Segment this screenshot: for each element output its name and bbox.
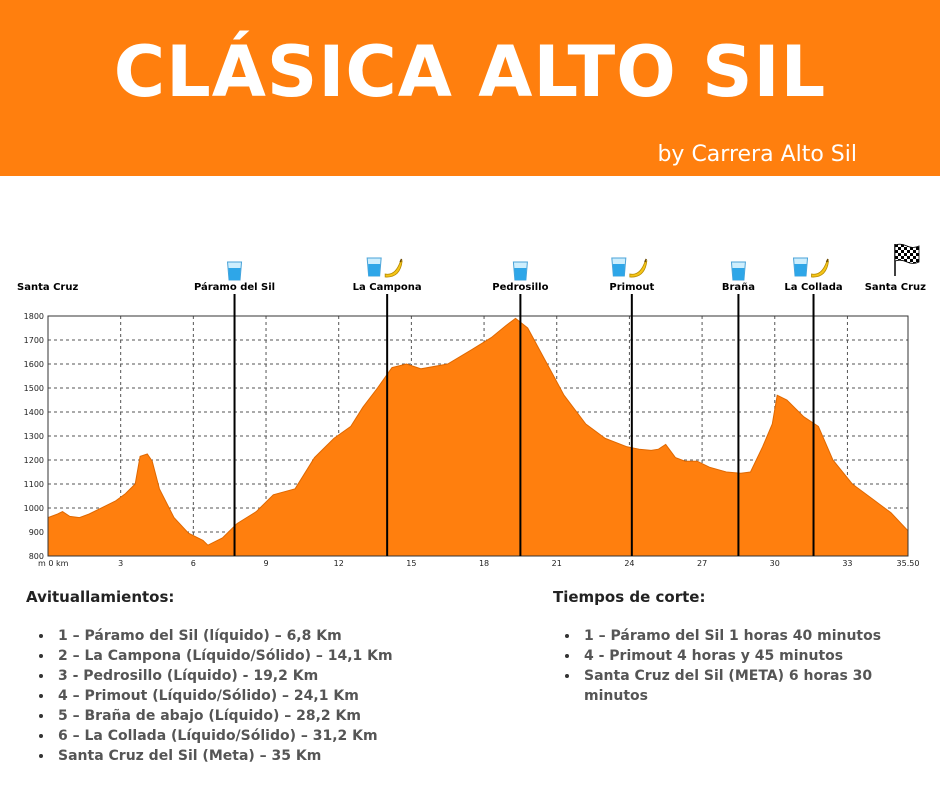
x-tick-label: 15 [406,559,416,568]
header-banner: CLÁSICA ALTO SIL by Carrera Alto Sil [0,0,940,176]
plot-frame [47,315,909,557]
cutoff-time-item: Santa Cruz del Sil (META) 6 horas 30 min… [580,666,910,706]
aid-station-label: Primout [609,282,654,293]
page-title: CLÁSICA ALTO SIL [113,31,827,113]
x-tick-label: 18 [479,559,489,568]
y-tick-label: 1600 [24,360,44,369]
aid-stations-title: Avituallamientos: [26,588,175,606]
banana-body [629,260,648,278]
water-glass-liquid [794,264,807,276]
water-glass-liquid [228,268,241,280]
banana-stem [399,258,403,263]
aid-station-label: Pedrosillo [492,282,548,293]
x-tick-label: 24 [624,559,634,568]
aid-station-item: 1 – Páramo del Sil (líquido) – 6,8 Km [54,626,514,646]
water-glass-icon [366,257,382,277]
x-tick-label: 33 [842,559,852,568]
y-tick-label: 1300 [24,432,44,441]
start-label: Santa Cruz [17,282,78,293]
y-tick-label: 1200 [24,456,44,465]
x-tick-label: 21 [552,559,562,568]
cutoff-times-title: Tiempos de corte: [553,588,706,606]
water-glass-icon [792,257,809,277]
water-glass-liquid [612,264,625,276]
y-tick-label: 1100 [24,480,44,489]
y-tick-label: 800 [29,552,44,561]
cutoff-time-item: 1 – Páramo del Sil 1 horas 40 minutos [580,626,910,646]
cutoff-time-item: 4 - Primout 4 horas y 45 minutos [580,646,910,666]
aid-station-item: 2 – La Campona (Líquido/Sólido) – 14,1 K… [54,646,514,666]
banana-body [811,260,830,278]
banana-icon [811,258,830,278]
y-tick-label: 1800 [24,312,44,321]
banana-body [384,260,403,278]
aid-station-item: 3 - Pedrosillo (Líquido) - 19,2 Km [54,666,514,686]
y-tick-label: 1400 [24,408,44,417]
water-glass-icon [730,261,746,281]
aid-station-label: Braña [722,282,755,293]
y-tick-label: 1000 [24,504,44,513]
x-tick-label: 12 [334,559,344,568]
water-glass-liquid [368,264,381,276]
aid-station-item: 6 – La Collada (Líquido/Sólido) – 31,2 K… [54,726,514,746]
x-tick-label: 9 [263,559,268,568]
water-glass-icon [611,257,627,277]
aid-station-item: 5 – Braña de abajo (Líquido) – 28,2 Km [54,706,514,726]
x-tick-label: 35.50 [897,559,920,568]
banana-stem [825,258,829,263]
y-tick-label: 900 [29,528,44,537]
banana-icon [384,258,403,278]
aid-stations-list: 1 – Páramo del Sil (líquido) – 6,8 Km2 –… [32,626,514,766]
water-glass-icon [226,261,243,281]
water-glass-liquid [514,268,527,280]
elevation-profile-chart: Páramo del Sil La Campona Pedrosillo Primou… [17,243,926,568]
x-tick-label: 6 [191,559,196,568]
x-tick-label: 30 [770,559,780,568]
x-tick-label: 3 [118,559,123,568]
water-glass-liquid [732,268,745,280]
checkered-flag-icon [894,243,920,276]
water-glass-icon [512,261,528,281]
aid-station-item: 4 – Primout (Líquido/Sólido) – 24,1 Km [54,686,514,706]
aid-station-label: La Campona [353,282,422,293]
y-tick-label: 1500 [24,384,44,393]
aid-station-label: Páramo del Sil [194,281,275,293]
flag-cloth [894,243,920,264]
x-tick-label: m 0 km [38,559,69,568]
finish-label: Santa Cruz [865,282,926,293]
x-tick-label: 27 [697,559,707,568]
page-subtitle: by Carrera Alto Sil [657,142,857,167]
elevation-area [47,317,909,557]
aid-station-label: La Collada [784,282,842,293]
aid-station-item: Santa Cruz del Sil (Meta) – 35 Km [54,746,514,766]
banana-icon [629,258,648,278]
cutoff-times-list: 1 – Páramo del Sil 1 horas 40 minutos4 -… [558,626,910,706]
y-tick-label: 1700 [24,336,44,345]
banana-stem [644,258,648,263]
